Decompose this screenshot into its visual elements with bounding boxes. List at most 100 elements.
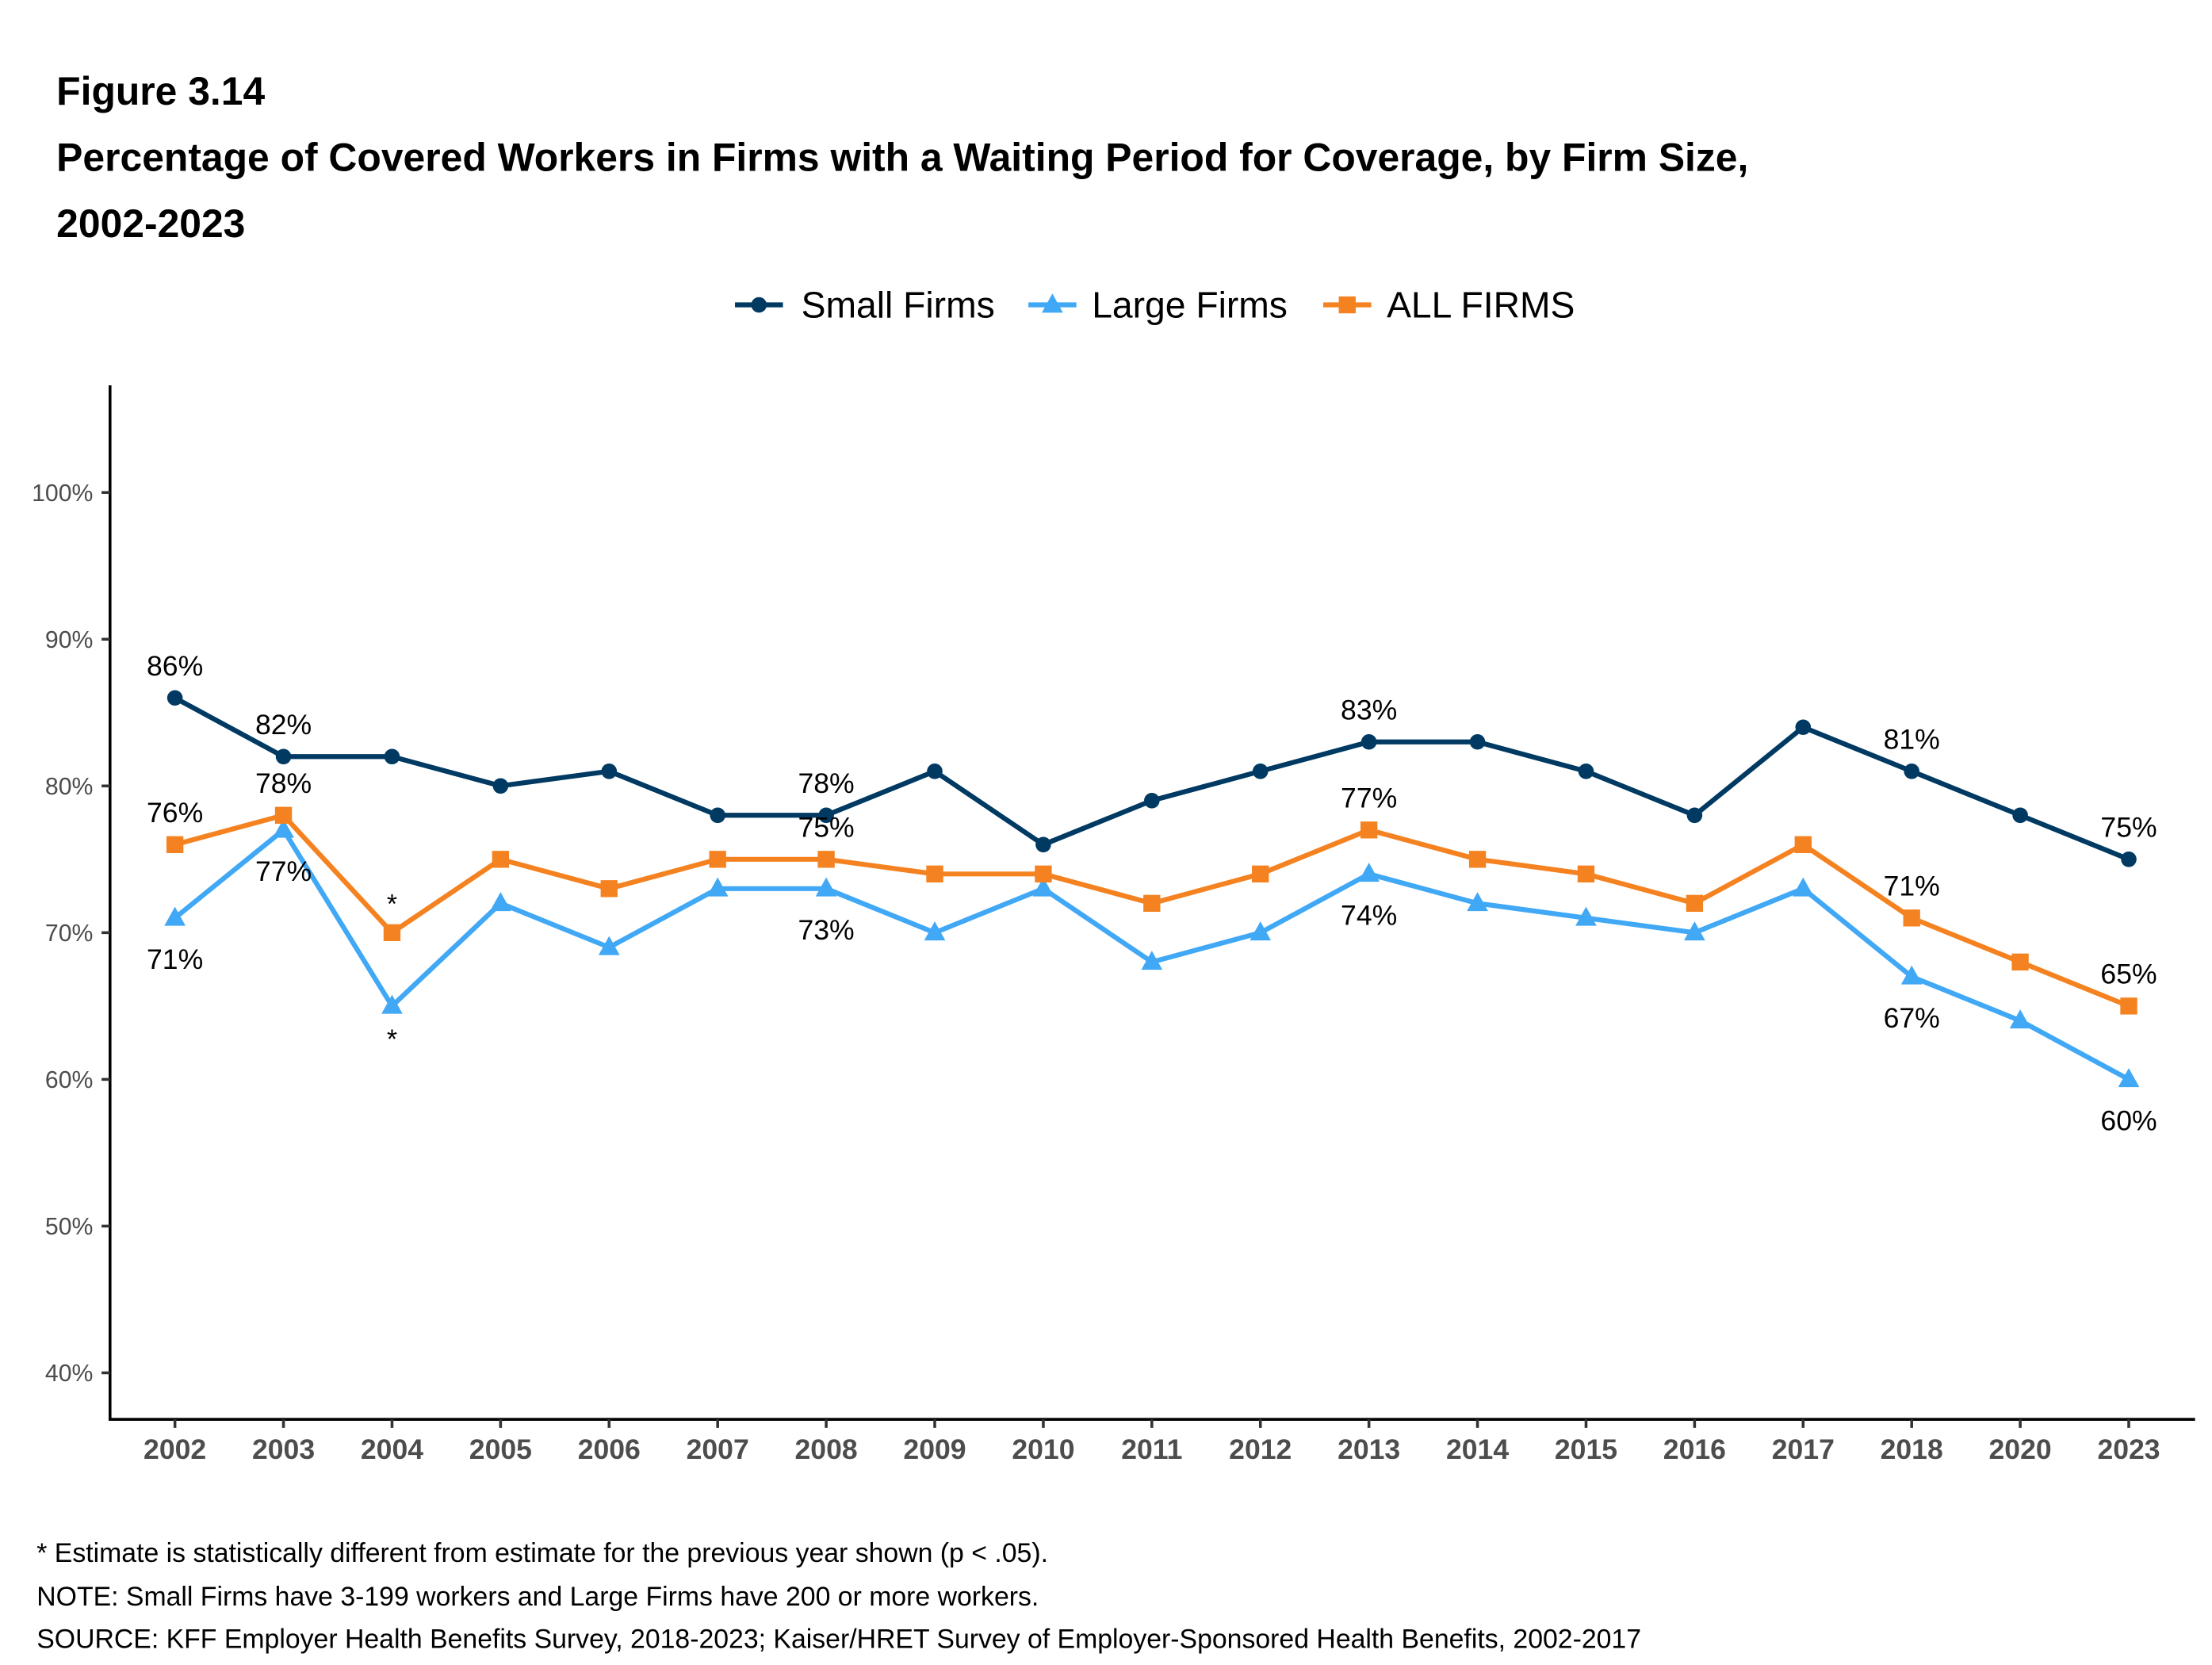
x-tick-label: 2013 <box>1338 1433 1400 1465</box>
data-point-square <box>1686 894 1704 912</box>
data-point-triangle <box>924 921 946 941</box>
legend-key-circle-icon <box>751 297 767 313</box>
data-label-all-firms: 65% <box>2100 958 2157 989</box>
chart-title-line1: Percentage of Covered Workers in Firms w… <box>56 135 1748 179</box>
legend-key-triangle-icon <box>1042 293 1063 313</box>
data-point-triangle <box>2118 1068 2140 1088</box>
data-point-circle <box>927 763 943 779</box>
series-large-firms <box>164 818 2140 1088</box>
y-tick-label: 90% <box>45 627 94 653</box>
data-point-circle <box>275 748 292 765</box>
series-small-firms <box>166 690 2137 867</box>
data-label-large-firms: 74% <box>1341 899 1397 931</box>
x-tick-label: 2018 <box>1881 1433 1943 1465</box>
data-point-triangle <box>1575 906 1597 926</box>
data-point-triangle <box>1684 921 1705 941</box>
data-point-triangle <box>2009 1009 2031 1029</box>
x-tick-label: 2014 <box>1446 1433 1509 1465</box>
data-point-triangle <box>273 818 294 838</box>
data-label-small-firms: 78% <box>798 767 854 799</box>
x-tick-label: 2017 <box>1772 1433 1835 1465</box>
data-point-circle <box>818 807 834 824</box>
data-point-circle <box>2121 852 2137 867</box>
data-point-square <box>492 851 510 868</box>
data-point-triangle <box>1032 877 1054 897</box>
x-tick-label: 2016 <box>1663 1433 1726 1465</box>
data-point-triangle <box>815 877 837 897</box>
y-tick-label: 100% <box>32 480 93 507</box>
data-point-circle <box>2012 807 2028 824</box>
legend-item-all-firms: ALL FIRMS <box>1323 285 1575 326</box>
data-point-circle <box>1686 807 1703 824</box>
data-point-square <box>1360 821 1378 839</box>
data-point-square <box>1468 851 1487 868</box>
x-tick-label: 2010 <box>1012 1433 1074 1465</box>
data-point-square <box>1143 894 1161 912</box>
x-tick-label: 2009 <box>903 1433 966 1465</box>
footnote-note: NOTE: Small Firms have 3-199 workers and… <box>36 1582 1039 1612</box>
data-point-circle <box>1469 733 1486 750</box>
data-point-circle <box>1578 763 1594 779</box>
data-point-triangle <box>1467 892 1488 912</box>
data-point-square <box>1035 865 1052 882</box>
data-point-circle <box>1795 719 1812 736</box>
data-label-all-firms: 75% <box>798 811 854 843</box>
x-tick-label: 2020 <box>1989 1433 2052 1465</box>
significance-asterisk: * <box>387 1024 397 1054</box>
data-label-small-firms: 75% <box>2100 811 2157 843</box>
x-tick-label: 2006 <box>578 1433 641 1465</box>
data-point-circle <box>601 763 618 779</box>
data-label-large-firms: 73% <box>798 914 854 946</box>
data-label-large-firms: 77% <box>255 855 312 887</box>
data-point-square <box>1903 909 1920 927</box>
data-label-large-firms: 71% <box>147 944 203 975</box>
data-point-circle <box>1360 733 1377 750</box>
data-point-square <box>1252 865 1269 882</box>
x-tick-label: 2003 <box>252 1433 315 1465</box>
data-point-square <box>926 865 943 882</box>
data-point-triangle <box>164 906 186 926</box>
x-tick-label: 2007 <box>687 1433 749 1465</box>
data-point-triangle <box>1141 951 1163 970</box>
data-point-triangle <box>1792 877 1814 897</box>
data-label-small-firms: 83% <box>1341 694 1397 725</box>
x-tick-label: 2023 <box>2097 1433 2160 1465</box>
y-tick-label: 60% <box>45 1067 94 1093</box>
legend: Small Firms Large Firms ALL FIRMS <box>735 285 1575 326</box>
data-point-circle <box>492 778 509 794</box>
x-tick-label: 2011 <box>1121 1433 1182 1465</box>
footnote-source: SOURCE: KFF Employer Health Benefits Sur… <box>36 1624 1641 1654</box>
legend-item-large-firms: Large Firms <box>1028 285 1288 326</box>
data-point-square <box>709 851 726 868</box>
series-layer <box>164 690 2140 1088</box>
data-point-circle <box>710 807 725 824</box>
data-label-all-firms: 71% <box>1884 870 1940 901</box>
significance-asterisk: * <box>387 889 397 919</box>
x-tick-label: 2004 <box>361 1433 423 1465</box>
x-tick-label: 2012 <box>1229 1433 1292 1465</box>
data-point-triangle <box>598 936 620 955</box>
data-label-small-firms: 86% <box>147 650 203 682</box>
chart-title-line2: 2002-2023 <box>56 201 245 246</box>
y-axis-ticks: 40% 50% 60% 70% 80% 90% 100% <box>32 480 110 1387</box>
data-point-square <box>166 836 184 853</box>
data-label-all-firms: 76% <box>147 797 203 829</box>
legend-key-square-icon <box>1338 296 1356 314</box>
data-point-square <box>274 806 293 824</box>
data-label-all-firms: 77% <box>1341 782 1397 813</box>
legend-label: Large Firms <box>1092 285 1288 326</box>
data-point-triangle <box>490 892 511 912</box>
x-tick-label: 2005 <box>469 1433 532 1465</box>
data-point-square <box>1577 865 1595 882</box>
data-label-large-firms: 67% <box>1884 1002 1940 1034</box>
x-tick-label: 2008 <box>795 1433 858 1465</box>
data-point-circle <box>1904 763 1919 779</box>
series-line-small-firms <box>174 695 2130 862</box>
data-point-triangle <box>1358 863 1380 882</box>
data-point-triangle <box>1900 965 1923 985</box>
figure-label: Figure 3.14 <box>56 69 265 113</box>
data-point-square <box>1794 836 1812 853</box>
x-tick-label: 2015 <box>1555 1433 1617 1465</box>
